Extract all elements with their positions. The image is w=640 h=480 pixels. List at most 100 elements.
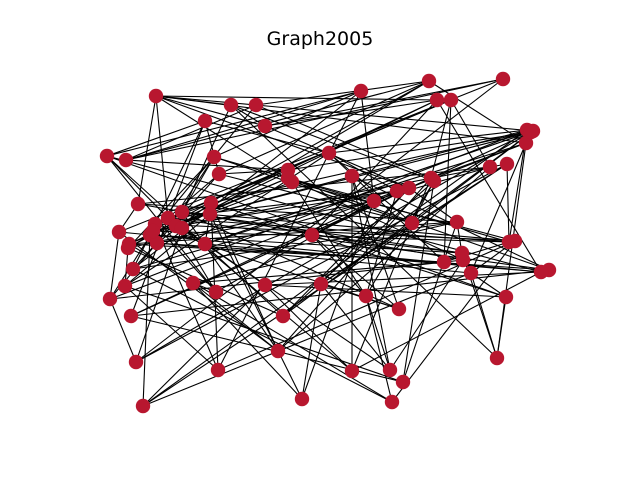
graph-edge — [218, 80, 430, 175]
graph-edge — [152, 104, 257, 232]
graph-node — [130, 196, 146, 212]
graph-node — [208, 284, 224, 300]
graph-node — [518, 135, 534, 151]
graph-node — [344, 363, 360, 379]
graph-edge — [125, 78, 504, 161]
graph-edge — [181, 80, 430, 229]
graph-edge — [132, 221, 458, 270]
graph-node — [421, 73, 437, 89]
graph-edge — [264, 99, 438, 127]
graph-node — [353, 83, 369, 99]
graph-node — [206, 149, 222, 165]
graph-edge — [264, 284, 353, 372]
graph-node — [275, 308, 291, 324]
graph-edge — [154, 223, 516, 242]
graph-node — [203, 195, 219, 211]
graph-node — [321, 145, 337, 161]
graph-edge — [320, 187, 410, 285]
graph-edge — [230, 104, 435, 182]
graph-edge — [175, 181, 293, 227]
graph-node — [135, 398, 151, 414]
graph-edge — [496, 296, 507, 359]
graph-node — [117, 278, 133, 294]
graph-edge — [181, 227, 353, 372]
graph-edge — [204, 120, 330, 154]
graph-node — [507, 233, 523, 249]
graph-edge — [106, 120, 206, 157]
graph-edge — [109, 298, 137, 363]
graph-edge — [351, 175, 391, 371]
graph-node — [384, 394, 400, 410]
graph-node — [99, 148, 115, 164]
graph-edge — [351, 222, 413, 372]
graph-edge — [230, 104, 498, 359]
graph-node — [257, 118, 273, 134]
graph-edge — [135, 131, 532, 363]
graph-edge — [181, 169, 289, 213]
graph-edge — [328, 152, 413, 224]
graph-edge — [192, 282, 279, 352]
graph-edge — [109, 259, 464, 300]
graph-edge — [264, 284, 507, 298]
graph-edge — [328, 152, 398, 192]
graph-node — [382, 362, 398, 378]
graph-edge — [301, 283, 322, 400]
graph-node — [197, 236, 213, 252]
graph-edge — [204, 142, 527, 245]
graph-edge — [125, 104, 257, 161]
graph-edge — [255, 104, 534, 132]
graph-node — [121, 236, 137, 252]
graph-node — [523, 124, 539, 140]
graph-edge — [209, 213, 303, 400]
graph-node — [499, 156, 515, 172]
graph-edge — [365, 295, 391, 371]
graph-edge — [411, 177, 432, 224]
graph-edge — [124, 213, 211, 287]
graph-edge — [264, 78, 504, 127]
graph-node — [358, 288, 374, 304]
graph-node — [125, 261, 141, 277]
graph-node — [102, 291, 118, 307]
graph-edge — [311, 234, 463, 254]
graph-node — [210, 362, 226, 378]
graph-edge — [127, 156, 215, 249]
graph-edge — [320, 283, 391, 371]
graph-edge — [365, 180, 435, 297]
graph-edge — [175, 99, 438, 227]
graph-edge — [311, 99, 438, 236]
graph-edge — [142, 234, 151, 407]
graph-edge — [155, 95, 257, 106]
graph-edge — [389, 259, 464, 371]
graph-edge — [132, 268, 393, 403]
graph-edge — [506, 163, 510, 243]
graph-node — [482, 159, 498, 175]
graph-edge — [255, 80, 430, 106]
graph-node — [111, 224, 127, 240]
graph-edge — [155, 95, 169, 219]
graph-edge — [132, 90, 362, 270]
graph-node — [280, 170, 296, 186]
graph-edge — [125, 90, 362, 161]
graph-edge — [124, 285, 219, 371]
graph-edge — [218, 173, 413, 224]
graph-node — [197, 113, 213, 129]
graph-edge — [436, 99, 542, 273]
graph-edge — [181, 227, 266, 286]
graph-edge — [282, 187, 410, 317]
graph-node — [495, 71, 511, 87]
graph-node — [313, 276, 329, 292]
graph-node — [498, 289, 514, 305]
graph-node — [463, 265, 479, 281]
graph-edge — [142, 284, 266, 407]
graph-edge — [135, 227, 183, 363]
graph-edge — [192, 282, 303, 400]
graph-node — [395, 374, 411, 390]
graph-edge — [360, 90, 375, 202]
graph-title: Graph2005 — [266, 28, 374, 50]
graph-edge — [402, 180, 435, 383]
graph-node — [533, 264, 549, 280]
graph-node — [443, 92, 459, 108]
graph-node — [185, 275, 201, 291]
graph-node — [174, 220, 190, 236]
graph-edge — [291, 181, 516, 242]
